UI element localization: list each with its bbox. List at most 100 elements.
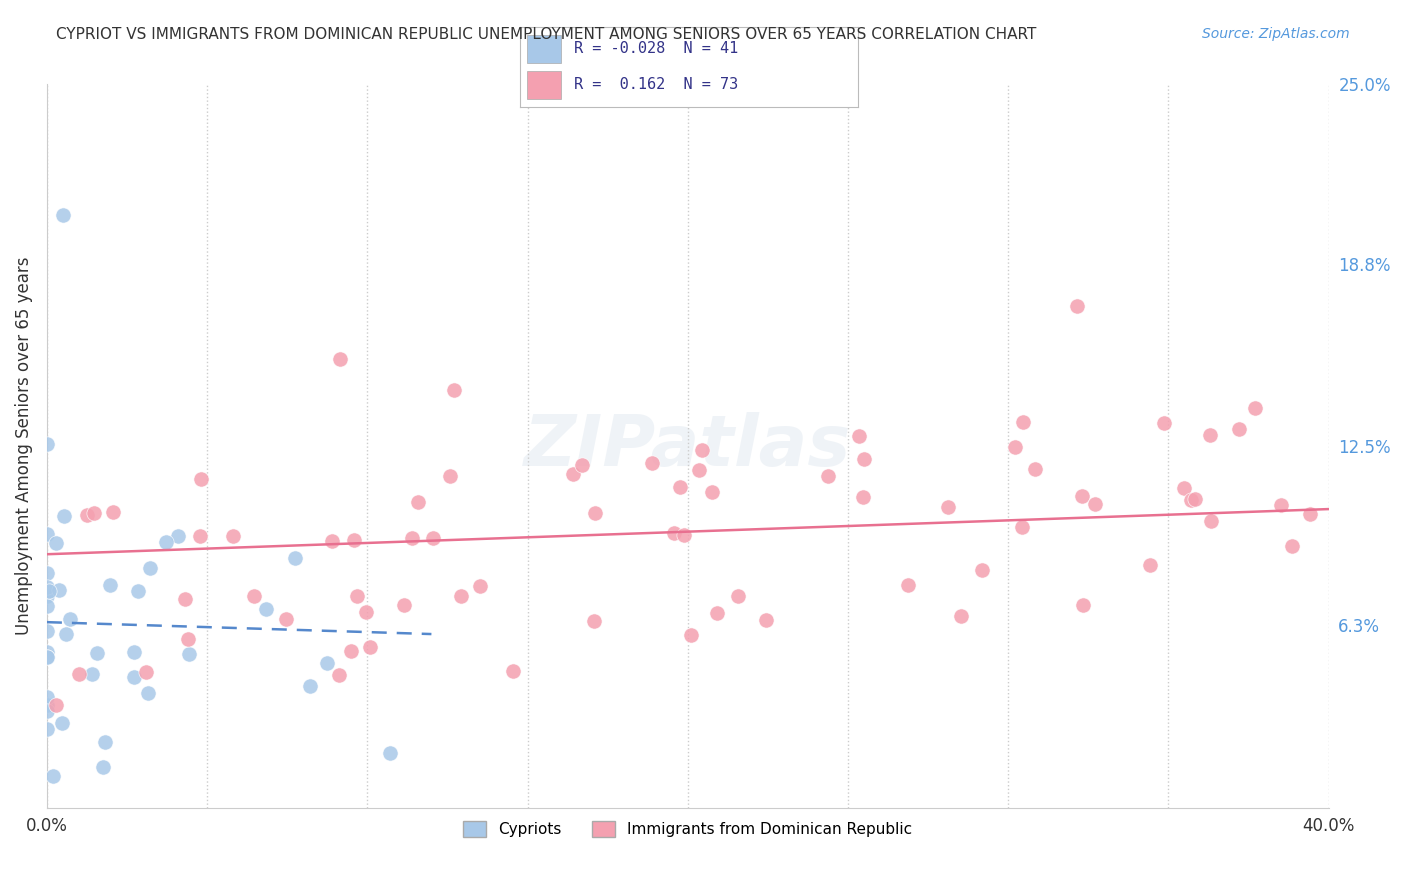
Point [274, 612, 297, 626]
Point [583, 506, 606, 520]
Point [1071, 598, 1094, 612]
Point [817, 468, 839, 483]
Point [1180, 493, 1202, 508]
Text: CYPRIOT VS IMMIGRANTS FROM DOMINICAN REPUBLIC UNEMPLOYMENT AMONG SENIORS OVER 65: CYPRIOT VS IMMIGRANTS FROM DOMINICAN REP… [56, 27, 1036, 42]
Point [35, 698, 58, 712]
Point [422, 531, 444, 545]
Point [468, 579, 491, 593]
Point [188, 528, 211, 542]
Point [35, 690, 58, 704]
Point [177, 632, 200, 647]
Point [1184, 491, 1206, 506]
Point [755, 613, 778, 627]
Point [502, 665, 524, 679]
Text: R = -0.028  N = 41: R = -0.028 N = 41 [574, 41, 738, 56]
Point [139, 560, 162, 574]
Point [443, 383, 465, 397]
Point [86, 646, 108, 660]
Point [1066, 299, 1088, 313]
Point [343, 533, 366, 548]
Point [48, 582, 70, 597]
Point [1173, 481, 1195, 495]
Point [179, 647, 201, 661]
Point [35, 624, 58, 638]
Point [406, 495, 429, 509]
Point [1299, 507, 1322, 521]
Point [35, 650, 58, 665]
Point [42, 769, 65, 783]
Point [135, 665, 157, 680]
Legend: Cypriots, Immigrants from Dominican Republic: Cypriots, Immigrants from Dominican Repu… [457, 815, 918, 844]
Point [315, 657, 337, 671]
Point [254, 602, 277, 616]
Point [340, 644, 363, 658]
Point [673, 528, 696, 542]
Point [970, 563, 993, 577]
Point [641, 456, 664, 470]
Point [378, 746, 401, 760]
Point [167, 528, 190, 542]
FancyBboxPatch shape [527, 35, 561, 62]
Y-axis label: Unemployment Among Seniors over 65 years: Unemployment Among Seniors over 65 years [15, 257, 32, 635]
Point [69, 667, 91, 681]
Point [91, 760, 114, 774]
Point [221, 528, 243, 542]
Point [1270, 498, 1292, 512]
Point [155, 535, 177, 549]
Point [688, 463, 710, 477]
Point [35, 599, 58, 614]
Point [76, 508, 98, 522]
Point [242, 589, 264, 603]
Point [52, 509, 75, 524]
Point [392, 598, 415, 612]
Point [727, 589, 749, 603]
Point [284, 550, 307, 565]
Point [1004, 440, 1026, 454]
FancyBboxPatch shape [527, 71, 561, 99]
Point [35, 722, 58, 736]
Point [1199, 514, 1222, 528]
Point [1227, 422, 1250, 436]
Point [852, 490, 875, 504]
Point [439, 468, 461, 483]
Point [51, 715, 73, 730]
Point [450, 590, 472, 604]
Point [1070, 489, 1092, 503]
Point [1024, 462, 1046, 476]
Point [136, 686, 159, 700]
Point [127, 583, 149, 598]
Point [356, 605, 378, 619]
Point [848, 429, 870, 443]
Point [35, 580, 58, 594]
Point [80, 667, 103, 681]
Point [401, 531, 423, 545]
Point [681, 628, 703, 642]
Point [35, 589, 58, 603]
Point [190, 472, 212, 486]
Point [700, 484, 723, 499]
Text: ZIPatlas: ZIPatlas [524, 411, 852, 481]
Point [35, 526, 58, 541]
Point [1012, 415, 1035, 429]
Point [1244, 401, 1267, 415]
Point [55, 627, 77, 641]
Point [1139, 558, 1161, 572]
Point [35, 645, 58, 659]
Point [690, 442, 713, 457]
Point [83, 506, 105, 520]
Text: R =  0.162  N = 73: R = 0.162 N = 73 [574, 77, 738, 92]
Point [52, 208, 75, 222]
Point [124, 645, 146, 659]
Point [1084, 497, 1107, 511]
Point [1153, 416, 1175, 430]
Point [298, 679, 321, 693]
Point [1281, 539, 1303, 553]
Point [706, 606, 728, 620]
Point [561, 467, 583, 482]
Point [936, 500, 959, 515]
Point [853, 452, 876, 467]
Point [669, 480, 692, 494]
Point [571, 458, 593, 473]
Point [98, 578, 121, 592]
Text: Source: ZipAtlas.com: Source: ZipAtlas.com [1202, 27, 1350, 41]
